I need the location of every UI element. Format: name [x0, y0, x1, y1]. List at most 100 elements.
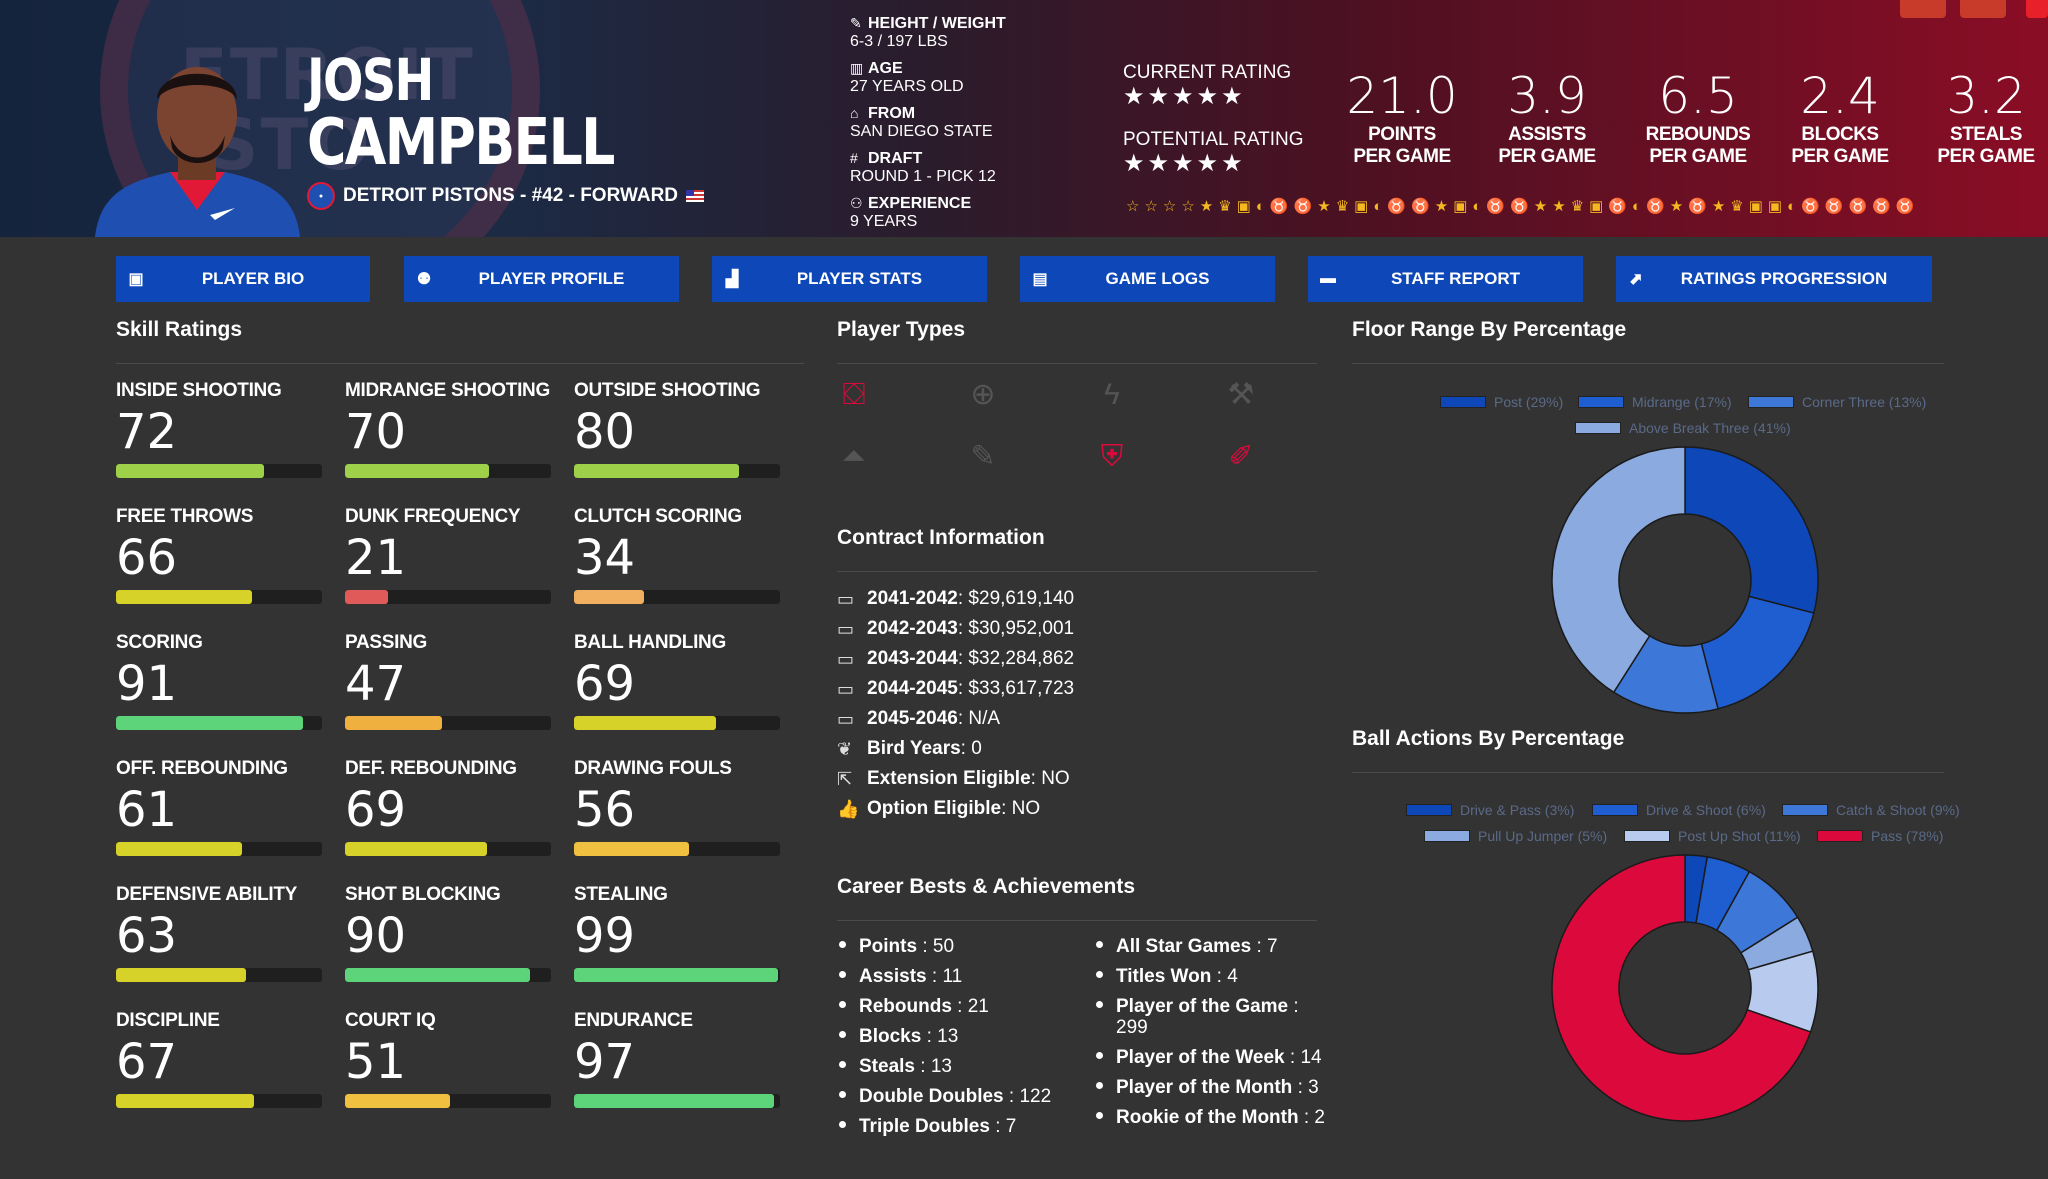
skill-endurance: ENDURANCE 97: [574, 1010, 784, 1108]
legend-item[interactable]: Post (29%): [1440, 394, 1563, 410]
skill-label: DEFENSIVE ABILITY: [116, 884, 298, 905]
donut-slice[interactable]: [1700, 595, 1815, 710]
id-card-icon: ▣: [128, 271, 144, 288]
tab-player-stats[interactable]: ▟ PLAYER STATS: [712, 256, 987, 302]
bullet: [839, 1121, 846, 1129]
brush-icon[interactable]: ✐: [1228, 440, 1254, 473]
basket-icon[interactable]: ⛋: [842, 378, 866, 411]
potential-rating-label: POTENTIAL RATING: [1123, 129, 1304, 150]
skill-bar-fill: [345, 1094, 451, 1108]
line-chart-icon: ⬈: [1629, 271, 1643, 288]
external-link-icon: ⇱: [837, 768, 853, 789]
stat-assists: 3.9 ASSISTS PER GAME: [1498, 67, 1596, 167]
tab-staff-report[interactable]: ▬ STAFF REPORT: [1308, 256, 1583, 302]
legend-swatch: [1440, 396, 1486, 408]
donut-slice[interactable]: [1551, 854, 1812, 1122]
legend-item[interactable]: Drive & Pass (3%): [1406, 802, 1574, 818]
bullet: [1096, 1001, 1103, 1009]
skill-value: 67: [116, 1034, 178, 1090]
achievement-item: Titles Won : 4: [1096, 966, 1238, 988]
skill-bar: [116, 590, 322, 604]
legend-item[interactable]: Pull Up Jumper (5%): [1424, 828, 1607, 844]
skill-bar: [116, 464, 322, 478]
tab-game-logs[interactable]: ▤ GAME LOGS: [1020, 256, 1275, 302]
skill-bar-fill: [116, 842, 242, 856]
skill-value: 70: [345, 404, 407, 460]
player-types-title: Player Types: [837, 318, 966, 341]
hammer-icon[interactable]: ⚒: [1227, 378, 1255, 411]
skill-court-iq: COURT IQ 51: [345, 1010, 555, 1108]
skill-discipline: DISCIPLINE 67: [116, 1010, 326, 1108]
tab-player-profile[interactable]: ⚉ PLAYER PROFILE: [404, 256, 679, 302]
cone-icon[interactable]: ⏶: [842, 440, 866, 473]
skill-label: DRAWING FOULS: [574, 758, 732, 779]
legend-swatch: [1406, 804, 1452, 816]
divider: [837, 920, 1317, 921]
donut-slice[interactable]: [1684, 446, 1819, 614]
bullet: [839, 941, 846, 949]
skill-label: MIDRANGE SHOOTING: [345, 380, 550, 401]
contract-row: ▭ 2042-2043 : $30,952,001: [837, 618, 1075, 639]
achievement-item: All Star Games : 7: [1096, 936, 1278, 958]
tab-player-bio[interactable]: ▣ PLAYER BIO: [116, 256, 370, 302]
skill-value: 56: [574, 782, 636, 838]
next-player-button[interactable]: [1960, 0, 2006, 18]
feather-icon: ❦: [837, 738, 853, 759]
divider: [1352, 772, 1944, 773]
legend-item[interactable]: Pass (78%): [1817, 828, 1943, 844]
divider: [1352, 363, 1944, 364]
wand-icon[interactable]: ✎: [970, 440, 996, 473]
potential-rating-stars: ★★★★★: [1123, 150, 1246, 177]
skill-bar-fill: [116, 1094, 255, 1108]
skill-def-rebounding: DEF. REBOUNDING 69: [345, 758, 555, 856]
money-icon: ▭: [837, 708, 855, 729]
skill-bar-fill: [345, 464, 490, 478]
bio-draft: # DRAFT ROUND 1 - PICK 12: [850, 150, 996, 185]
legend-item[interactable]: Catch & Shoot (9%): [1782, 802, 1960, 818]
close-button[interactable]: [2026, 0, 2048, 18]
legend-item[interactable]: Midrange (17%): [1578, 394, 1732, 410]
bullet: [839, 1031, 846, 1039]
skill-clutch-scoring: CLUTCH SCORING 34: [574, 506, 784, 604]
crosshair-icon[interactable]: ⊕: [970, 378, 996, 411]
prev-player-button[interactable]: [1900, 0, 1946, 18]
current-rating-stars: ★★★★★: [1123, 83, 1246, 110]
skill-drawing-fouls: DRAWING FOULS 56: [574, 758, 784, 856]
skill-midrange-shooting: MIDRANGE SHOOTING 70: [345, 380, 555, 478]
contract-row: ▭ 2045-2046 : N/A: [837, 708, 1001, 729]
tab-bar: ▣ PLAYER BIO ⚉ PLAYER PROFILE ▟ PLAYER STAT…: [0, 256, 2048, 304]
skill-bar-fill: [574, 968, 778, 982]
career-best-item: Double Doubles : 122: [839, 1086, 1051, 1108]
skill-bar: [574, 968, 780, 982]
skill-bar-fill: [116, 716, 304, 730]
skill-value: 97: [574, 1034, 636, 1090]
skill-value: 61: [116, 782, 178, 838]
skill-ratings-title: Skill Ratings: [116, 318, 243, 341]
users-icon: ⚇: [850, 195, 863, 211]
money-icon: ▭: [837, 618, 855, 639]
skill-defensive-ability: DEFENSIVE ABILITY 63: [116, 884, 326, 982]
legend-item[interactable]: Corner Three (13%): [1748, 394, 1926, 410]
shield-icon[interactable]: ⛨: [1100, 440, 1124, 473]
contract-row: ▭ 2044-2045 : $33,617,723: [837, 678, 1075, 699]
skill-bar-fill: [345, 716, 442, 730]
divider: [116, 363, 804, 364]
donut-slice[interactable]: [1551, 446, 1686, 694]
skill-dunk-frequency: DUNK FREQUENCY 21: [345, 506, 555, 604]
skill-stealing: STEALING 99: [574, 884, 784, 982]
legend-swatch: [1782, 804, 1828, 816]
player-first-name: JOSH: [307, 46, 434, 114]
legend-item[interactable]: Post Up Shot (11%): [1624, 828, 1801, 844]
skill-free-throws: FREE THROWS 66: [116, 506, 326, 604]
legend-item[interactable]: Above Break Three (41%): [1575, 420, 1791, 436]
divider: [837, 571, 1317, 572]
skill-bar: [574, 716, 780, 730]
skill-label: STEALING: [574, 884, 668, 905]
legend-swatch: [1748, 396, 1794, 408]
achievement-item: Player of the Month : 3: [1096, 1077, 1319, 1099]
legend-item[interactable]: Drive & Shoot (6%): [1592, 802, 1766, 818]
tab-ratings-progression[interactable]: ⬈ RATINGS PROGRESSION: [1616, 256, 1932, 302]
lightning-icon[interactable]: ϟ: [1104, 378, 1120, 411]
cake-icon: ▥: [850, 60, 864, 76]
contract-row: ❦ Bird Years : 0: [837, 738, 982, 759]
